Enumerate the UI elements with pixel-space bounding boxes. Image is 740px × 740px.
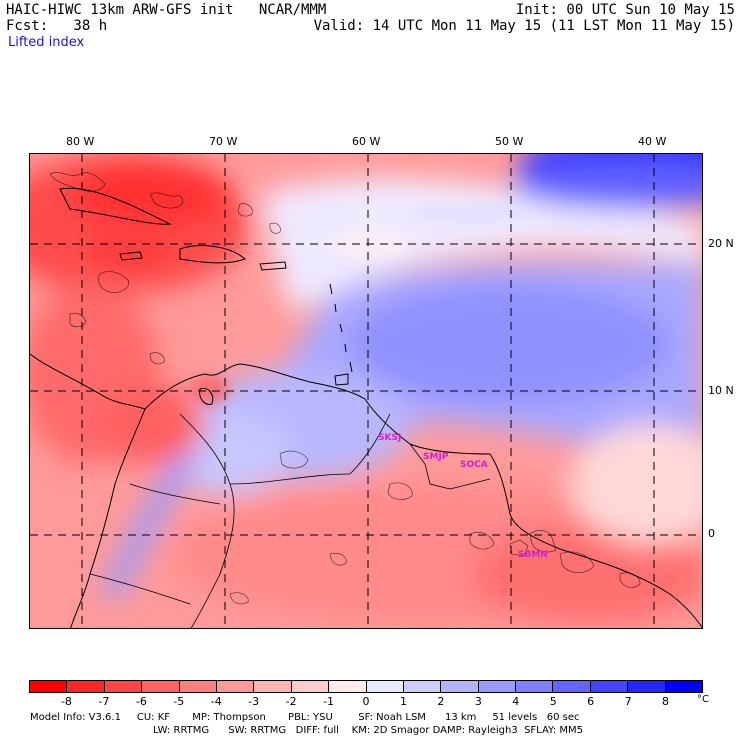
color-scale-swatch <box>142 681 180 692</box>
color-scale-swatch <box>628 681 666 692</box>
color-scale-swatch <box>441 681 479 692</box>
color-scale-tick-label: 8 <box>662 695 670 708</box>
color-scale-tick-label: -4 <box>210 695 222 708</box>
color-scale-swatch <box>590 681 629 692</box>
lon-label-70w: 70 W <box>209 135 238 148</box>
latlon-grid <box>30 154 702 628</box>
color-scale-tick-label: 6 <box>587 695 595 708</box>
station-label: SMJP <box>423 452 449 462</box>
valid-time: Valid: 14 UTC Mon 11 May 15 (11 LST Mon … <box>313 18 735 34</box>
forecast-hour: Fcst: 38 h <box>6 18 108 34</box>
color-scale-tick-label: -7 <box>98 695 110 708</box>
color-scale-tick-label: -1 <box>323 695 335 708</box>
model-info-line1: Model Info: V3.6.1 CU: KF MP: Thompson P… <box>30 712 580 723</box>
color-scale-bar <box>29 680 703 693</box>
color-scale-tick-label: 5 <box>549 695 557 708</box>
title: HAIC-HIWC 13km ARW-GFS init NCAR/MMM <box>6 2 327 18</box>
unit-label: °C <box>697 694 709 705</box>
color-scale-tick-label: 3 <box>474 695 482 708</box>
color-scale-tick-label: 0 <box>362 695 370 708</box>
color-scale-tick-label: -5 <box>173 695 185 708</box>
station-label: SBMN <box>518 550 548 560</box>
lon-label-80w: 80 W <box>66 135 95 148</box>
lon-label-60w: 60 W <box>352 135 381 148</box>
color-scale-tick-label: 4 <box>512 695 520 708</box>
color-scale-tick-label: 1 <box>399 695 407 708</box>
init-time: Init: 00 UTC Sun 10 May 15 <box>515 2 735 18</box>
color-scale-swatch <box>254 681 292 692</box>
color-scale-swatch <box>67 681 105 692</box>
lat-label-20n: 20 N <box>708 237 734 250</box>
field-name: Lifted index <box>8 35 85 50</box>
color-scale-swatch <box>478 681 517 692</box>
color-scale-tick-label: -2 <box>285 695 297 708</box>
map-canvas <box>30 154 702 628</box>
station-label: SKSJ <box>378 433 402 443</box>
contours <box>49 172 641 605</box>
field-shading <box>30 154 702 624</box>
color-scale-swatch <box>179 681 217 692</box>
color-scale-tick-label: 7 <box>624 695 632 708</box>
color-scale-swatch <box>516 681 554 692</box>
color-scale-tick-label: -3 <box>248 695 260 708</box>
color-scale-swatch <box>366 681 404 692</box>
color-scale-tick-label: 2 <box>437 695 445 708</box>
color-scale-swatch <box>329 681 367 692</box>
lat-label-0: 0 <box>708 527 715 540</box>
country-borders <box>89 413 491 628</box>
color-scale-swatch <box>403 681 442 692</box>
lifted-index-map: SKSJ SMJP SOCA SBMN <box>29 153 703 629</box>
color-scale-tick-label: -6 <box>135 695 147 708</box>
color-scale-swatch <box>30 681 68 692</box>
lon-label-40w: 40 W <box>638 135 667 148</box>
color-scale-tick-label: -8 <box>60 695 72 708</box>
model-info-line2: LW: RRTMG SW: RRTMG DIFF: full KM: 2D Sm… <box>153 725 583 736</box>
lat-label-10n: 10 N <box>708 384 734 397</box>
color-scale-swatch <box>553 681 591 692</box>
lon-label-50w: 50 W <box>495 135 524 148</box>
color-scale-swatch <box>104 681 143 692</box>
color-scale-swatch <box>216 681 255 692</box>
color-scale-swatch <box>291 681 330 692</box>
station-label: SOCA <box>460 460 488 470</box>
color-scale-swatch <box>665 681 703 692</box>
